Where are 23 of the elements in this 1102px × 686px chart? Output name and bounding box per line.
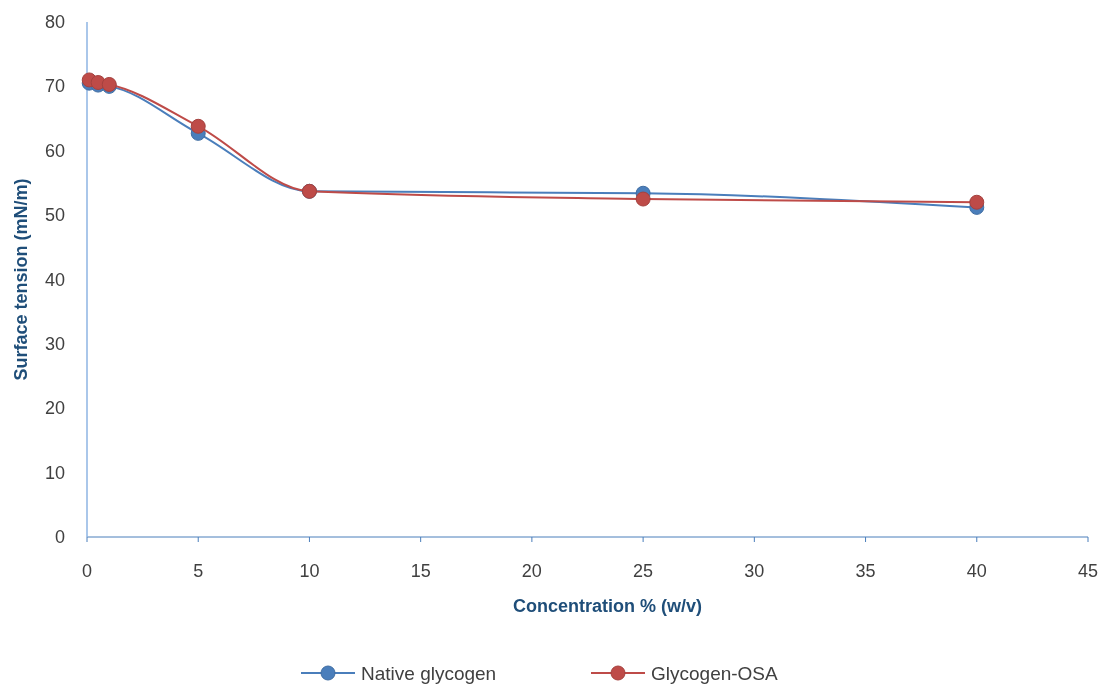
x-tick-label: 30: [744, 561, 765, 581]
x-axis-title: Concentration % (w/v): [512, 596, 703, 616]
y-tick-label: 20: [44, 398, 65, 419]
x-tick-label: 10: [299, 561, 320, 581]
x-tick-label: 45: [1077, 561, 1099, 581]
x-tick-label: 15: [410, 561, 431, 581]
y-tick-label: 70: [44, 76, 65, 97]
x-tick-label: 20: [521, 561, 542, 581]
y-tick-label: 50: [44, 205, 65, 226]
y-tick-label: 80: [44, 12, 65, 32]
legend-label: Glycogen-OSA: [651, 663, 779, 684]
x-tick-label: 25: [633, 561, 654, 581]
x-tick-label: 40: [966, 561, 987, 581]
y-tick-label: 0: [54, 527, 65, 547]
x-tick-label: 0: [81, 561, 93, 581]
x-tick-label: 35: [855, 561, 876, 581]
legend-label: Native glycogen: [361, 663, 497, 684]
y-tick-label: 40: [44, 269, 65, 290]
y-axis-title: Surface tension (mN/m): [11, 178, 31, 381]
y-tick-label: 30: [44, 333, 65, 354]
y-tick-label: 10: [44, 462, 65, 483]
y-tick-label: 60: [44, 140, 65, 161]
x-tick-label: 5: [193, 561, 204, 581]
